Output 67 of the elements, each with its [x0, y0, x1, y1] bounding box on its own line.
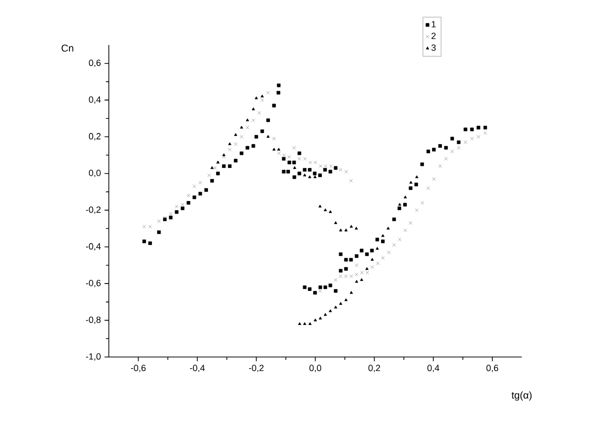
point [252, 107, 255, 110]
point [308, 175, 312, 178]
point [355, 280, 358, 283]
x-tick-label: 0,0 [309, 364, 322, 372]
x-tick-label: -0,2 [248, 364, 264, 372]
point [303, 322, 306, 325]
legend-label: 3 [431, 44, 436, 51]
legend-label: 1 [432, 21, 436, 28]
point [222, 153, 226, 156]
point [272, 148, 276, 151]
point [318, 204, 322, 208]
point [398, 202, 402, 206]
y-tick-label: 0,4 [88, 96, 101, 104]
y-tick-label: 0,0 [88, 170, 101, 178]
y-tick-label: -0,2 [86, 206, 101, 214]
x-tick-label: -0,4 [190, 364, 205, 372]
point [277, 148, 280, 151]
point [324, 208, 327, 212]
point [313, 175, 317, 178]
x-tick-label: 0,6 [486, 364, 498, 372]
point [240, 126, 244, 129]
y-tick-label: -0,8 [86, 316, 101, 324]
y-axis-title: Cn [62, 44, 74, 52]
point [386, 226, 390, 230]
point [210, 166, 214, 169]
y-tick-label: 0,6 [88, 60, 101, 68]
y-tick-label: -0,6 [86, 280, 101, 288]
point [334, 221, 338, 224]
point [415, 175, 418, 178]
point [303, 174, 306, 176]
y-tick-label: 0,2 [88, 133, 101, 140]
point [266, 134, 270, 138]
x-tick-label: 0,2 [368, 364, 380, 372]
point [293, 166, 296, 169]
point [409, 180, 412, 184]
point [381, 234, 384, 237]
point [344, 298, 348, 302]
point [308, 322, 312, 325]
legend-label: 2 [432, 32, 436, 40]
point [234, 133, 238, 136]
point [328, 309, 332, 312]
point [228, 142, 232, 146]
point [339, 228, 342, 232]
point [376, 246, 379, 250]
point [334, 306, 338, 308]
point [260, 94, 264, 98]
point [328, 210, 332, 214]
point [350, 290, 353, 294]
x-axis-title: tg(α) [512, 391, 532, 401]
y-tick-label: -0,4 [86, 243, 101, 251]
point [354, 226, 358, 230]
point [324, 312, 327, 316]
point [314, 318, 317, 322]
y-tick-label: -1,0 [86, 353, 101, 361]
point [254, 96, 258, 100]
point [246, 118, 250, 122]
x-tick-label: 0,4 [427, 364, 440, 372]
point [339, 302, 342, 305]
point [365, 267, 369, 270]
point [370, 258, 374, 261]
point [298, 322, 302, 325]
point [350, 224, 353, 228]
point [344, 228, 348, 232]
point [404, 196, 407, 198]
point [318, 316, 322, 320]
x-tick-label: -0,6 [130, 364, 146, 372]
point [360, 278, 364, 281]
